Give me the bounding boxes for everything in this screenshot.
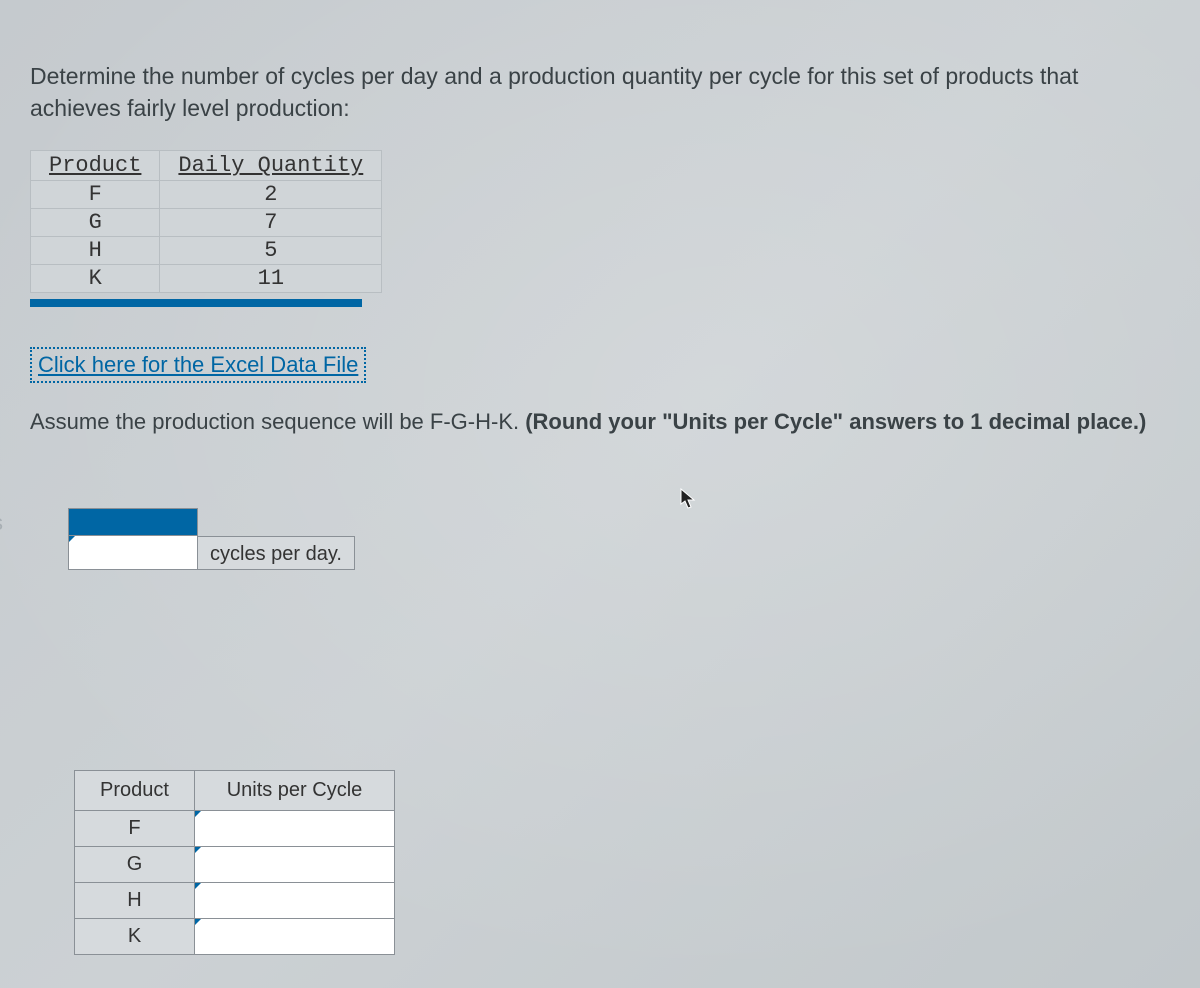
units-input[interactable] [195,811,395,847]
units-input[interactable] [195,919,395,955]
instruction-prefix: Assume the production sequence will be F… [30,409,525,434]
cell-product: K [31,265,160,293]
table-row: H 5 [31,237,382,265]
cell-qty: 7 [160,209,382,237]
cell-product: F [31,181,160,209]
cell-product: G [75,847,195,883]
cycles-per-day-label: cycles per day. [198,536,355,570]
cycles-input-wrap [68,508,198,570]
instruction-bold: (Round your "Units per Cycle" answers to… [525,409,1146,434]
cell-qty: 11 [160,265,382,293]
col-header-qty: Daily Quantity [160,151,382,181]
col-header-units: Units per Cycle [195,771,395,811]
cell-qty: 5 [160,237,382,265]
table-row: G 7 [31,209,382,237]
cell-product: H [31,237,160,265]
question-prompt: Determine the number of cycles per day a… [30,60,1170,124]
table-row: F 2 [31,181,382,209]
answer-row: K [75,919,395,955]
side-letter: s [0,510,3,536]
units-input[interactable] [195,847,395,883]
excel-data-file-link[interactable]: Click here for the Excel Data File [30,347,366,383]
cycles-header-bar [68,508,198,536]
col-header-product: Product [31,151,160,181]
given-data-table: Product Daily Quantity F 2 G 7 H 5 K 11 [30,150,382,293]
cell-qty: 2 [160,181,382,209]
units-input[interactable] [195,883,395,919]
cycles-per-day-group: cycles per day. [68,508,1170,570]
table-accent-bar [30,299,362,307]
answer-header-row: Product Units per Cycle [75,771,395,811]
answer-row: H [75,883,395,919]
instruction-text: Assume the production sequence will be F… [30,407,1170,438]
col-header-product: Product [75,771,195,811]
cell-product: H [75,883,195,919]
table-header-row: Product Daily Quantity [31,151,382,181]
cycles-per-day-input[interactable] [68,536,198,570]
question-content: Determine the number of cycles per day a… [0,0,1200,985]
cell-product: G [31,209,160,237]
answer-row: G [75,847,395,883]
units-per-cycle-table: Product Units per Cycle F G H K [74,770,395,955]
table-row: K 11 [31,265,382,293]
answer-row: F [75,811,395,847]
cell-product: K [75,919,195,955]
cell-product: F [75,811,195,847]
